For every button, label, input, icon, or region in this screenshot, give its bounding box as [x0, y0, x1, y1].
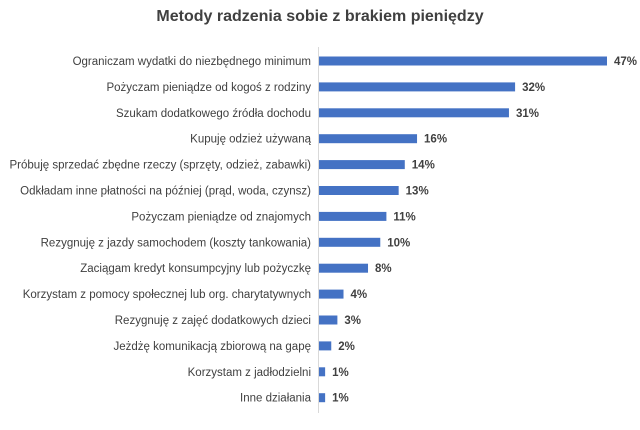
bars-group: Ograniczam wydatki do niezbędnego minimu… [10, 56, 638, 405]
bar [319, 341, 332, 351]
category-label: Szukam dodatkowego źródła dochodu [116, 108, 311, 120]
bar [319, 289, 344, 299]
value-label: 14% [412, 160, 435, 172]
value-label: 1% [332, 393, 349, 405]
bar [319, 56, 607, 66]
value-label: 8% [375, 263, 392, 275]
value-label: 31% [516, 108, 539, 120]
value-label: 4% [351, 289, 368, 301]
bar [319, 134, 418, 144]
value-label: 32% [522, 82, 545, 94]
bar [319, 367, 326, 377]
bar [319, 211, 387, 221]
bar [319, 315, 338, 325]
category-label: Kupuję odzież używaną [190, 134, 311, 146]
category-label: Pożyczam pieniądze od znajomych [131, 211, 311, 223]
value-label: 47% [614, 56, 637, 68]
category-label: Odkładam inne płatności na później (prąd… [20, 186, 311, 198]
category-label: Korzystam z pomocy społecznej lub org. c… [23, 289, 311, 301]
bar [319, 263, 369, 273]
category-label: Rezygnuję z zajęć dodatkowych dzieci [115, 315, 311, 327]
value-label: 2% [338, 341, 355, 353]
bar [319, 237, 381, 247]
bar [319, 160, 405, 170]
category-label: Korzystam z jadłodzielni [188, 367, 311, 379]
category-label: Rezygnuję z jazdy samochodem (koszty tan… [41, 237, 312, 249]
category-label: Inne działania [240, 393, 312, 405]
category-label: Ograniczam wydatki do niezbędnego minimu… [73, 56, 311, 68]
bar [319, 393, 326, 403]
value-label: 1% [332, 367, 349, 379]
category-label: Zaciągam kredyt konsumpcyjny lub pożyczk… [80, 263, 311, 275]
bar [319, 82, 516, 92]
category-label: Pożyczam pieniądze od kogoś z rodziny [106, 82, 311, 94]
chart-title: Metody radzenia sobie z brakiem pieniędz… [156, 8, 484, 25]
bar [319, 108, 509, 118]
bar [319, 186, 399, 195]
value-label: 10% [387, 237, 410, 249]
value-label: 13% [406, 186, 429, 198]
value-label: 16% [424, 134, 447, 146]
value-label: 3% [344, 315, 361, 327]
category-label: Jeżdżę komunikacją zbiorową na gapę [113, 341, 311, 353]
category-label: Próbuję sprzedać zbędne rzeczy (sprzęty,… [10, 160, 312, 172]
value-label: 11% [393, 211, 415, 223]
